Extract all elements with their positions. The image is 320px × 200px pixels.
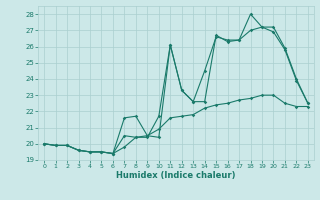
X-axis label: Humidex (Indice chaleur): Humidex (Indice chaleur) xyxy=(116,171,236,180)
